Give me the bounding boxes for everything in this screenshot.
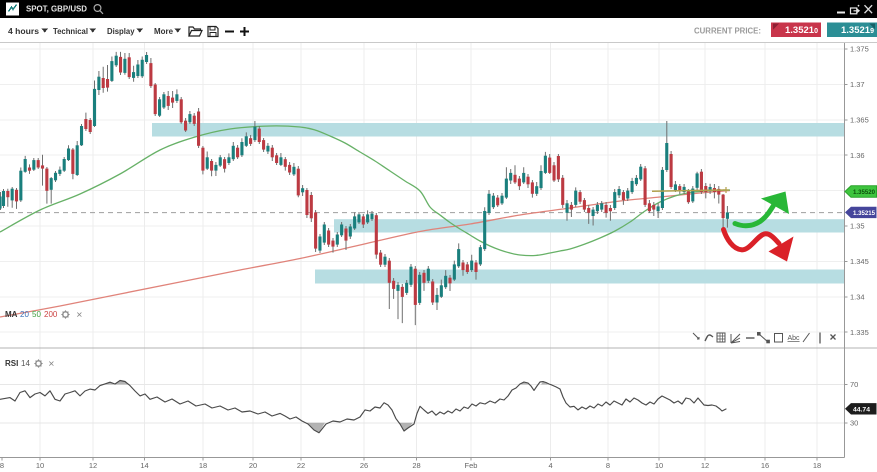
svg-text:1.35: 1.35 (850, 222, 865, 231)
svg-text:✕: ✕ (48, 360, 55, 369)
svg-text:MA: MA (5, 310, 18, 319)
svg-text:1.35520: 1.35520 (853, 189, 875, 196)
svg-text:12: 12 (701, 461, 709, 470)
svg-text:1.345: 1.345 (850, 257, 869, 266)
svg-text:✕: ✕ (76, 311, 83, 320)
svg-text:16: 16 (761, 461, 769, 470)
svg-text:14: 14 (21, 359, 30, 368)
svg-text:Feb: Feb (465, 461, 478, 470)
svg-text:1.35210: 1.35210 (785, 25, 818, 36)
svg-text:20: 20 (249, 461, 257, 470)
svg-text:Abc: Abc (788, 335, 801, 342)
svg-text:20: 20 (20, 310, 29, 319)
svg-text:1.36: 1.36 (850, 151, 865, 160)
svg-text:14: 14 (140, 461, 148, 470)
svg-text:RSI: RSI (5, 359, 18, 368)
svg-text:50: 50 (32, 310, 41, 319)
svg-text:4: 4 (549, 461, 553, 470)
svg-text:More: More (154, 26, 173, 36)
svg-text:18: 18 (199, 461, 207, 470)
svg-text:12: 12 (89, 461, 97, 470)
svg-text:10: 10 (36, 461, 44, 470)
svg-text:28: 28 (412, 461, 420, 470)
svg-text:30: 30 (850, 418, 858, 427)
svg-text:26: 26 (360, 461, 368, 470)
svg-text:22: 22 (297, 461, 305, 470)
svg-text:10: 10 (655, 461, 663, 470)
svg-text:Technical: Technical (53, 26, 88, 36)
svg-text:CURRENT PRICE:: CURRENT PRICE: (694, 27, 761, 36)
svg-text:70: 70 (850, 380, 858, 389)
svg-text:1.37: 1.37 (850, 80, 865, 89)
svg-text:1.375: 1.375 (850, 45, 869, 54)
svg-text:1.335: 1.335 (850, 328, 869, 337)
svg-text:1.35215: 1.35215 (853, 210, 875, 217)
svg-text:4 hours: 4 hours (8, 26, 39, 36)
svg-text:18: 18 (813, 461, 821, 470)
svg-text:8: 8 (0, 461, 4, 470)
svg-text:1.34: 1.34 (850, 292, 865, 301)
svg-text:1.365: 1.365 (850, 115, 869, 124)
svg-text:1.35219: 1.35219 (841, 25, 874, 36)
svg-text:SPOT, GBP/USD: SPOT, GBP/USD (26, 5, 87, 14)
svg-text:200: 200 (44, 310, 58, 319)
svg-text:44.74: 44.74 (853, 406, 870, 413)
svg-text:Display: Display (107, 26, 135, 36)
svg-text:8: 8 (606, 461, 610, 470)
